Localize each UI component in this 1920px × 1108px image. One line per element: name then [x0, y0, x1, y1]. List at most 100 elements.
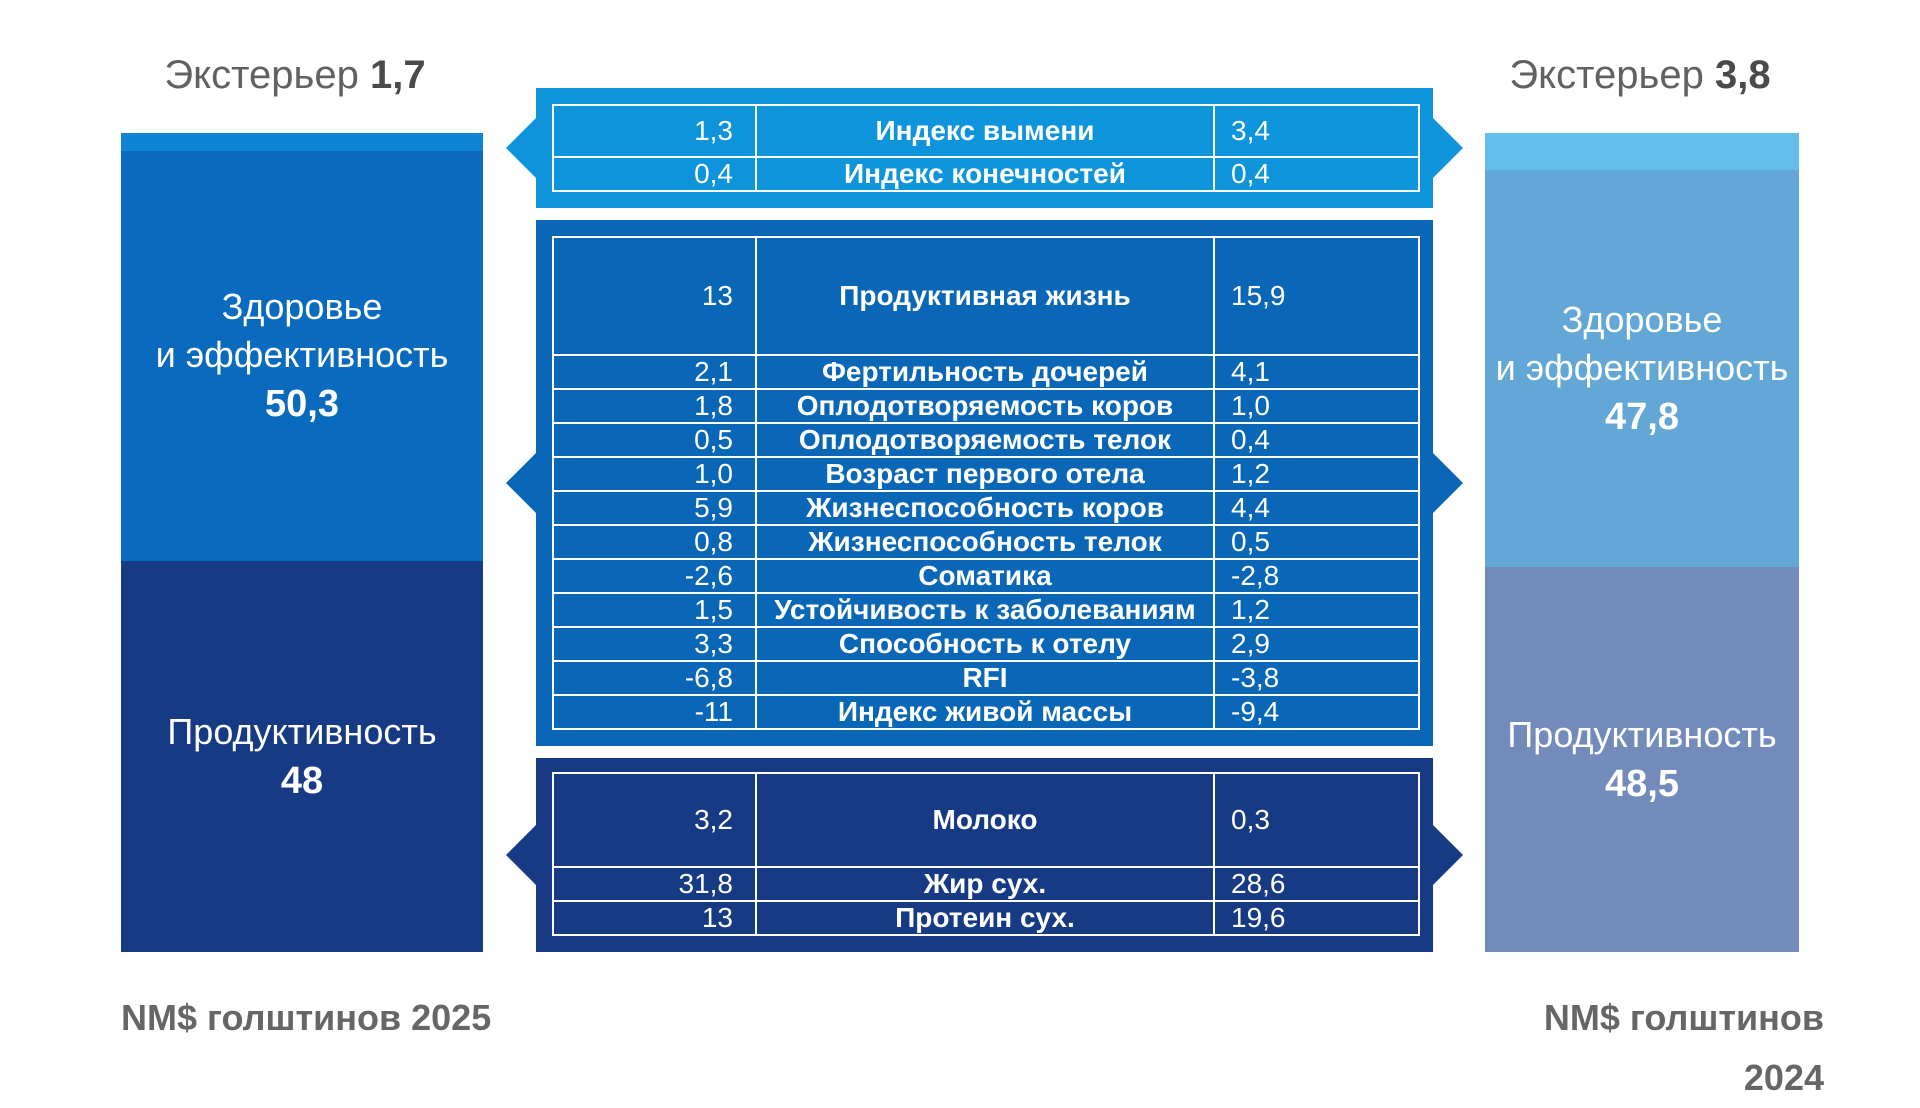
health-value-2024: 2,9: [1213, 626, 1420, 662]
health-value-2024: 15,9: [1213, 236, 1420, 356]
health-value-2025: 1,5: [552, 592, 757, 628]
health-value-2025: 1,8: [552, 388, 757, 424]
left-exterior-title: Экстерьер 1,7: [115, 45, 475, 105]
exterior-table: 1,3 Индекс вымени 3,4 0,4 Индекс конечностей…: [552, 104, 1420, 192]
productivity-right-arrow: [1433, 825, 1463, 885]
productivity-value-2024: 19,6: [1213, 900, 1420, 936]
health-value-2025: 13: [552, 236, 757, 356]
health-value-2025: 5,9: [552, 490, 757, 526]
health-row: -2,6 Соматика -2,8: [552, 558, 1420, 594]
health-row: 0,5 Оплодотворяемость телок 0,4: [552, 422, 1420, 458]
health-row: 5,9 Жизнеспособность коров 4,4: [552, 490, 1420, 526]
health-value-2024: 1,2: [1213, 592, 1420, 628]
right-health-block: Здоровье и эффективность 47,8: [1485, 170, 1799, 567]
health-value-2024: -9,4: [1213, 694, 1420, 730]
left-health-block: Здоровье и эффективность 50,3: [121, 151, 483, 561]
left-health-label-1: Здоровье: [221, 286, 383, 327]
right-exterior-title: Экстерьер 3,8: [1460, 45, 1820, 105]
productivity-table: 3,2 Молоко 0,3 31,8 Жир сух. 28,6 13 Протеин су…: [552, 772, 1420, 936]
right-exterior-value: 3,8: [1714, 53, 1771, 97]
right-productivity-value: 48,5: [1605, 762, 1679, 805]
health-trait-name: Устойчивость к заболеваниям: [755, 592, 1215, 628]
health-row: -6,8 RFI -3,8: [552, 660, 1420, 696]
right-productivity-block: Продуктивность 48,5: [1485, 567, 1799, 952]
health-trait-name: Соматика: [755, 558, 1215, 594]
health-value-2025: -2,6: [552, 558, 757, 594]
productivity-row: 3,2 Молоко 0,3: [552, 772, 1420, 868]
health-value-2024: -3,8: [1213, 660, 1420, 696]
health-trait-name: RFI: [755, 660, 1215, 696]
left-footer: NM$ голштинов 2025: [121, 997, 492, 1038]
health-table: 13 Продуктивная жизнь 15,9 2,1 Фертильность …: [552, 236, 1420, 730]
health-row: 0,8 Жизнеспособность телок 0,5: [552, 524, 1420, 560]
health-trait-name: Способность к отелу: [755, 626, 1215, 662]
left-exterior-label: Экстерьер: [164, 53, 359, 97]
health-trait-name: Жизнеспособность коров: [755, 490, 1215, 526]
left-productivity-block: Продуктивность 48: [121, 561, 483, 952]
health-value-2025: -11: [552, 694, 757, 730]
health-trait-name: Оплодотворяемость коров: [755, 388, 1215, 424]
health-trait-name: Индекс живой массы: [755, 694, 1215, 730]
health-row: -11 Индекс живой массы -9,4: [552, 694, 1420, 730]
health-value-2024: -2,8: [1213, 558, 1420, 594]
health-value-2025: 2,1: [552, 354, 757, 390]
left-health-value: 50,3: [265, 383, 339, 425]
right-health-label-1: Здоровье: [1561, 298, 1723, 340]
health-value-2024: 0,5: [1213, 524, 1420, 560]
health-trait-name: Фертильность дочерей: [755, 354, 1215, 390]
health-row: 1,5 Устойчивость к заболеваниям 1,2: [552, 592, 1420, 628]
health-left-arrow: [506, 453, 536, 513]
productivity-value-2025: 13: [552, 900, 757, 936]
exterior-trait-name: Индекс конечностей: [755, 156, 1215, 192]
productivity-row: 31,8 Жир сух. 28,6: [552, 866, 1420, 902]
left-exterior-block: [121, 133, 483, 151]
right-productivity-label: Продуктивность: [1507, 713, 1777, 755]
health-value-2024: 1,0: [1213, 388, 1420, 424]
exterior-right-arrow: [1433, 118, 1463, 178]
productivity-trait-name: Молоко: [755, 772, 1215, 868]
right-footer: NM$ голштинов 2024: [1543, 997, 1824, 1098]
health-value-2025: 1,0: [552, 456, 757, 492]
right-health-label-2: и эффективность: [1495, 346, 1789, 388]
productivity-value-2024: 0,3: [1213, 772, 1420, 868]
health-row: 13 Продуктивная жизнь 15,9: [552, 236, 1420, 356]
health-row: 2,1 Фертильность дочерей 4,1: [552, 354, 1420, 390]
left-exterior-value: 1,7: [369, 53, 426, 97]
productivity-value-2025: 3,2: [552, 772, 757, 868]
exterior-value-2025: 0,4: [552, 156, 757, 192]
health-trait-name: Продуктивная жизнь: [755, 236, 1215, 356]
right-exterior-label: Экстерьер: [1509, 53, 1704, 97]
exterior-row: 0,4 Индекс конечностей 0,4: [552, 156, 1420, 192]
health-trait-name: Возраст первого отела: [755, 456, 1215, 492]
health-trait-name: Оплодотворяемость телок: [755, 422, 1215, 458]
health-value-2024: 0,4: [1213, 422, 1420, 458]
health-row: 1,8 Оплодотворяемость коров 1,0: [552, 388, 1420, 424]
health-value-2024: 4,1: [1213, 354, 1420, 390]
productivity-row: 13 Протеин сух. 19,6: [552, 900, 1420, 936]
exterior-left-arrow: [506, 118, 536, 178]
health-value-2025: -6,8: [552, 660, 757, 696]
exterior-value-2024: 0,4: [1213, 156, 1420, 192]
health-value-2025: 0,8: [552, 524, 757, 560]
right-exterior-block: [1485, 133, 1799, 170]
health-right-arrow: [1433, 453, 1463, 513]
left-health-label-2: и эффективность: [155, 334, 449, 375]
exterior-trait-name: Индекс вымени: [755, 104, 1215, 158]
right-health-value: 47,8: [1605, 395, 1679, 438]
left-productivity-value: 48: [280, 759, 324, 802]
productivity-value-2025: 31,8: [552, 866, 757, 902]
productivity-trait-name: Жир сух.: [755, 866, 1215, 902]
exterior-row: 1,3 Индекс вымени 3,4: [552, 104, 1420, 158]
left-productivity-label: Продуктивность: [167, 710, 437, 752]
exterior-value-2024: 3,4: [1213, 104, 1420, 158]
health-trait-name: Жизнеспособность телок: [755, 524, 1215, 560]
health-row: 1,0 Возраст первого отела 1,2: [552, 456, 1420, 492]
health-row: 3,3 Способность к отелу 2,9: [552, 626, 1420, 662]
health-value-2024: 1,2: [1213, 456, 1420, 492]
health-value-2025: 0,5: [552, 422, 757, 458]
productivity-trait-name: Протеин сух.: [755, 900, 1215, 936]
exterior-value-2025: 1,3: [552, 104, 757, 158]
health-value-2024: 4,4: [1213, 490, 1420, 526]
productivity-left-arrow: [506, 825, 536, 885]
productivity-value-2024: 28,6: [1213, 866, 1420, 902]
